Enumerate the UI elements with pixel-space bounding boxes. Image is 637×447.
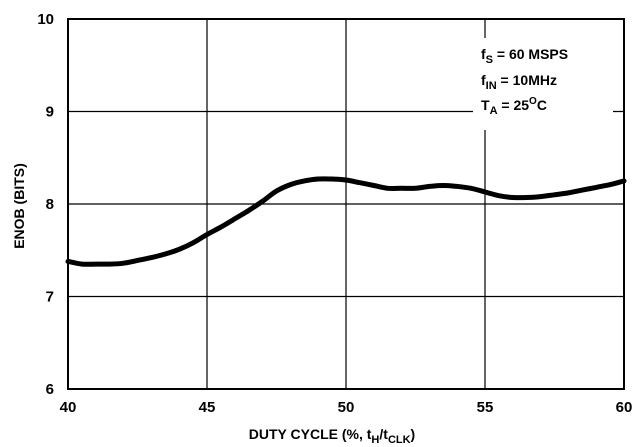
y-tick-label: 8 [46,196,54,213]
x-tick-label: 50 [338,399,355,416]
x-axis-label: DUTY CYCLE (%, tH/tCLK) [249,426,415,446]
y-tick-label: 10 [37,11,54,28]
y-axis-label: ENOB (BITS) [11,163,27,249]
y-tick-label: 6 [46,381,54,398]
x-axis-label-end: ) [411,426,416,442]
x-tick-label: 55 [477,399,494,416]
y-tick-label: 9 [46,104,54,121]
x-axis-label-sub-h: H [371,434,379,446]
x-tick-label: 40 [60,399,77,416]
x-axis-label-sub-clk: CLK [388,434,411,446]
x-tick-label: 45 [199,399,216,416]
x-tick-label: 60 [616,399,633,416]
y-tick-label: 7 [46,289,54,306]
x-axis-label-mid: /t [379,426,388,442]
x-axis-label-main: DUTY CYCLE (%, t [249,426,372,442]
